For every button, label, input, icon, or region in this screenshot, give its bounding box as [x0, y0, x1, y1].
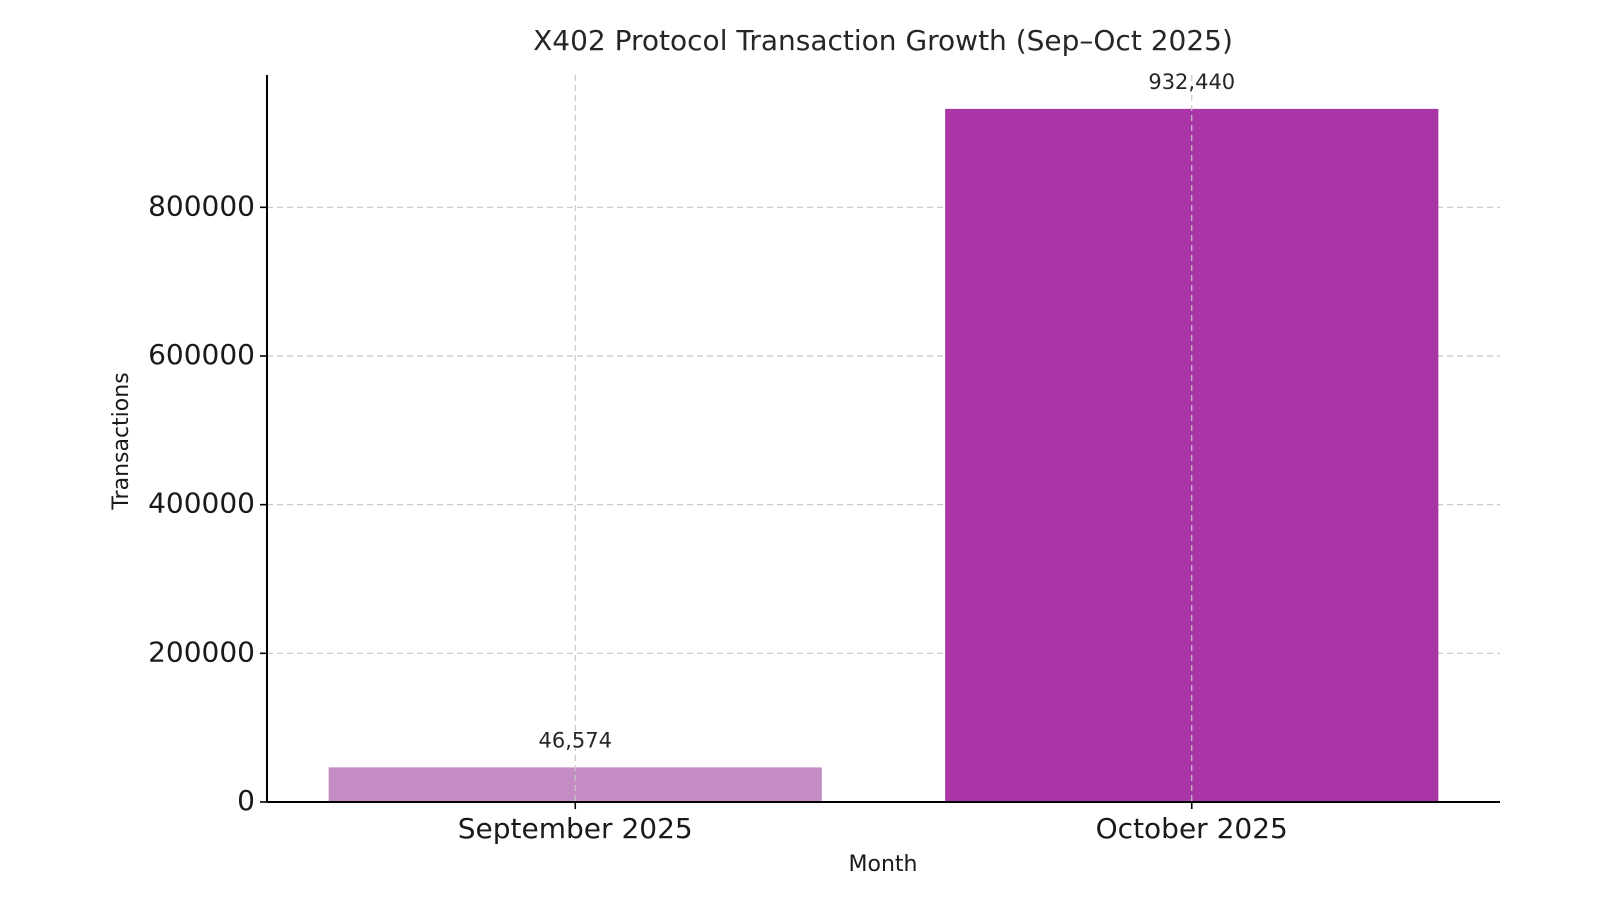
grid [267, 206, 1500, 654]
y-tick-label-1: 200000 [148, 635, 255, 668]
y-axis-label: Transactions [109, 372, 134, 510]
chart-title: X402 Protocol Transaction Growth (Sep–Oc… [533, 24, 1233, 57]
axes [260, 75, 1500, 809]
data-label-1: 932,440 [1148, 70, 1235, 94]
x-tick-label-0: September 2025 [458, 812, 693, 845]
x-axis-label: Month [849, 852, 918, 877]
x-tick-label-1: October 2025 [1096, 812, 1288, 845]
y-tick-label-0: 0 [237, 784, 255, 817]
y-tick-label-3: 600000 [148, 338, 255, 371]
data-label-0: 46,574 [539, 728, 612, 752]
bars [328, 108, 1439, 803]
y-tick-label-2: 400000 [148, 487, 255, 520]
y-tick-label-4: 800000 [148, 189, 255, 222]
labels: 0 200000 400000 600000 800000 September 2025 O… [148, 70, 1288, 845]
